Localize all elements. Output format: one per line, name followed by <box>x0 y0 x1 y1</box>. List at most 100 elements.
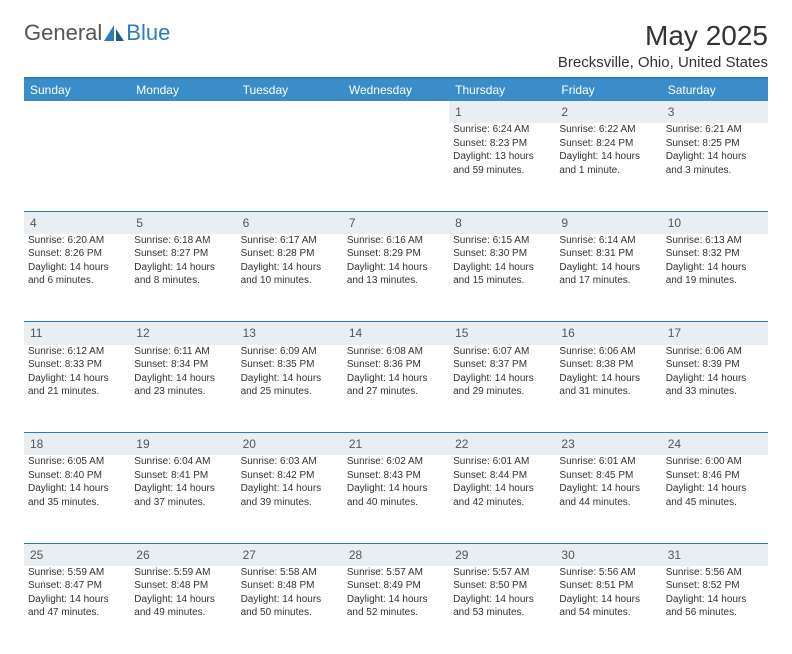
col-sunday: Sunday <box>24 78 130 101</box>
daylight-text: Daylight: 14 hours <box>559 482 657 496</box>
daylight-text: Daylight: 14 hours <box>453 593 551 607</box>
daylight-text: and 59 minutes. <box>453 164 551 178</box>
day-cell: Sunrise: 6:24 AMSunset: 8:23 PMDaylight:… <box>449 123 555 211</box>
sunset-text: Sunset: 8:52 PM <box>666 579 764 593</box>
day-number: 7 <box>343 211 449 234</box>
day-cell: Sunrise: 6:18 AMSunset: 8:27 PMDaylight:… <box>130 234 236 322</box>
content-row: Sunrise: 5:59 AMSunset: 8:47 PM Daylight:… <box>24 566 768 654</box>
day-number: 18 <box>24 433 130 456</box>
daylight-text: Daylight: 14 hours <box>453 372 551 386</box>
day-number: 22 <box>449 433 555 456</box>
sunset-text: Sunset: 8:31 PM <box>559 247 657 261</box>
day-cell: Sunrise: 6:00 AMSunset: 8:46 PMDaylight:… <box>662 455 768 543</box>
daylight-text: Daylight: 14 hours <box>453 261 551 275</box>
daylight-text: Daylight: 14 hours <box>347 482 445 496</box>
daylight-text: Daylight: 13 hours <box>453 150 551 164</box>
sunset-text: Sunset: 8:47 PM <box>28 579 126 593</box>
daylight-text: and 13 minutes. <box>347 274 445 288</box>
daylight-text: and 17 minutes. <box>559 274 657 288</box>
logo-text-gray: General <box>24 20 102 46</box>
day-cell: Sunrise: 5:57 AMSunset: 8:50 PMDaylight:… <box>449 566 555 654</box>
day-cell: Sunrise: 6:03 AMSunset: 8:42 PMDaylight:… <box>237 455 343 543</box>
day-number: 21 <box>343 433 449 456</box>
day-number: 28 <box>343 543 449 566</box>
daylight-text: and 52 minutes. <box>347 606 445 620</box>
daylight-text: and 35 minutes. <box>28 496 126 510</box>
day-cell: Sunrise: 6:12 AMSunset: 8:33 PMDaylight:… <box>24 345 130 433</box>
sunrise-text: Sunrise: 6:16 AM <box>347 234 445 248</box>
logo: General Blue <box>24 20 170 46</box>
sunrise-text: Sunrise: 6:03 AM <box>241 455 339 469</box>
sunset-text: Sunset: 8:49 PM <box>347 579 445 593</box>
day-number: 19 <box>130 433 236 456</box>
day-cell: Sunrise: 6:20 AMSunset: 8:26 PMDaylight:… <box>24 234 130 322</box>
day-cell: Sunrise: 6:15 AMSunset: 8:30 PMDaylight:… <box>449 234 555 322</box>
sunset-text: Sunset: 8:46 PM <box>666 469 764 483</box>
col-thursday: Thursday <box>449 78 555 101</box>
daylight-text: Daylight: 14 hours <box>28 482 126 496</box>
day-number <box>343 101 449 123</box>
daylight-text: Daylight: 14 hours <box>134 482 232 496</box>
sunrise-text: Sunrise: 5:59 AM <box>28 566 126 580</box>
day-cell: Sunrise: 6:22 AMSunset: 8:24 PMDaylight:… <box>555 123 661 211</box>
day-cell <box>24 123 130 211</box>
sunset-text: Sunset: 8:45 PM <box>559 469 657 483</box>
col-saturday: Saturday <box>662 78 768 101</box>
sunrise-text: Sunrise: 5:56 AM <box>559 566 657 580</box>
day-number: 9 <box>555 211 661 234</box>
sunrise-text: Sunrise: 6:20 AM <box>28 234 126 248</box>
sunrise-text: Sunrise: 5:56 AM <box>666 566 764 580</box>
daylight-text: and 47 minutes. <box>28 606 126 620</box>
day-cell: Sunrise: 5:58 AMSunset: 8:48 PMDaylight:… <box>237 566 343 654</box>
daylight-text: Daylight: 14 hours <box>347 261 445 275</box>
sunset-text: Sunset: 8:38 PM <box>559 358 657 372</box>
daylight-text: and 42 minutes. <box>453 496 551 510</box>
day-cell: Sunrise: 6:09 AMSunset: 8:35 PMDaylight:… <box>237 345 343 433</box>
daylight-text: and 45 minutes. <box>666 496 764 510</box>
daylight-text: Daylight: 14 hours <box>666 261 764 275</box>
day-number: 6 <box>237 211 343 234</box>
day-number: 26 <box>130 543 236 566</box>
sunrise-text: Sunrise: 6:08 AM <box>347 345 445 359</box>
daylight-text: Daylight: 14 hours <box>666 593 764 607</box>
daylight-text: and 53 minutes. <box>453 606 551 620</box>
sunrise-text: Sunrise: 6:13 AM <box>666 234 764 248</box>
sunrise-text: Sunrise: 6:18 AM <box>134 234 232 248</box>
sunset-text: Sunset: 8:23 PM <box>453 137 551 151</box>
daylight-text: and 56 minutes. <box>666 606 764 620</box>
sunrise-text: Sunrise: 6:06 AM <box>559 345 657 359</box>
content-row: Sunrise: 6:24 AMSunset: 8:23 PMDaylight:… <box>24 123 768 211</box>
sunset-text: Sunset: 8:39 PM <box>666 358 764 372</box>
day-number: 12 <box>130 322 236 345</box>
daylight-text: and 1 minute. <box>559 164 657 178</box>
daylight-text: and 8 minutes. <box>134 274 232 288</box>
sunrise-text: Sunrise: 6:15 AM <box>453 234 551 248</box>
sunset-text: Sunset: 8:30 PM <box>453 247 551 261</box>
weekday-header-row: Sunday Monday Tuesday Wednesday Thursday… <box>24 78 768 101</box>
sunrise-text: Sunrise: 6:04 AM <box>134 455 232 469</box>
sunset-text: Sunset: 8:37 PM <box>453 358 551 372</box>
sunset-text: Sunset: 8:33 PM <box>28 358 126 372</box>
title-block: May 2025 Brecksville, Ohio, United State… <box>558 20 768 71</box>
sunset-text: Sunset: 8:48 PM <box>241 579 339 593</box>
daylight-text: Daylight: 14 hours <box>559 150 657 164</box>
day-number: 27 <box>237 543 343 566</box>
daylight-text: and 19 minutes. <box>666 274 764 288</box>
day-cell: Sunrise: 6:17 AMSunset: 8:28 PMDaylight:… <box>237 234 343 322</box>
col-monday: Monday <box>130 78 236 101</box>
sunrise-text: Sunrise: 5:57 AM <box>347 566 445 580</box>
col-friday: Friday <box>555 78 661 101</box>
day-cell: Sunrise: 5:56 AMSunset: 8:51 PMDaylight:… <box>555 566 661 654</box>
sunrise-text: Sunrise: 6:07 AM <box>453 345 551 359</box>
sunrise-text: Sunrise: 6:01 AM <box>453 455 551 469</box>
daylight-text: Daylight: 14 hours <box>28 261 126 275</box>
daylight-text: and 44 minutes. <box>559 496 657 510</box>
day-number: 5 <box>130 211 236 234</box>
sunset-text: Sunset: 8:51 PM <box>559 579 657 593</box>
daynum-row: 123 <box>24 101 768 123</box>
sunset-text: Sunset: 8:41 PM <box>134 469 232 483</box>
day-cell: Sunrise: 5:59 AMSunset: 8:47 PMDaylight:… <box>24 566 130 654</box>
daylight-text: and 29 minutes. <box>453 385 551 399</box>
daylight-text: Daylight: 14 hours <box>134 593 232 607</box>
sunset-text: Sunset: 8:27 PM <box>134 247 232 261</box>
